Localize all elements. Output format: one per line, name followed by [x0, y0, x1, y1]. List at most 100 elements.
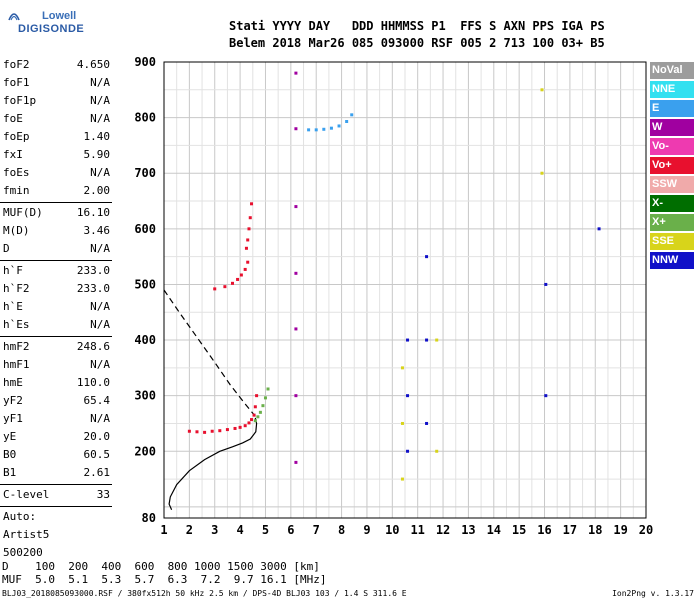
param-value: 233.0 [76, 282, 110, 295]
param-value: 248.6 [76, 340, 110, 353]
muf-distance-table: D 100 200 400 600 800 1000 1500 3000 [km… [2, 560, 327, 586]
station-header: Stati YYYY DAY DDD HHMMSS P1 FFS S AXN P… [229, 18, 605, 52]
param-row: foEp 1.40 [0, 128, 112, 146]
param-value: N/A [90, 94, 110, 107]
trace-point [294, 205, 298, 209]
trace-point [218, 429, 222, 433]
trace-point [263, 396, 267, 400]
param-name: foEp [3, 130, 30, 143]
trace-point [435, 449, 439, 453]
trace-point [345, 120, 349, 124]
legend-item: X+ [650, 214, 694, 231]
param-value: 5.90 [83, 148, 111, 161]
x-tick-label: 18 [588, 523, 602, 537]
trace-point [247, 227, 251, 231]
trace-point [294, 271, 298, 275]
x-tick-label: 12 [436, 523, 450, 537]
parameters-panel: foF2 4.650 foF1 N/A foF1p N/A foE N/A foEp 1.40 fx… [0, 56, 112, 562]
param-name: h`Es [3, 318, 30, 331]
y-tick-label: 700 [134, 166, 156, 180]
trace-point [294, 460, 298, 464]
y-tick-label: 600 [134, 222, 156, 236]
trace-point [540, 88, 544, 92]
trace-point [350, 113, 354, 117]
param-name: fmin [3, 184, 30, 197]
trace-point [230, 281, 234, 285]
trace-point [406, 449, 410, 453]
trace-point [246, 260, 250, 264]
trace-point [248, 216, 252, 220]
footer-version: Ion2Png v. 1.3.17 [612, 589, 694, 598]
x-tick-label: 11 [410, 523, 424, 537]
trace-point [255, 394, 259, 398]
param-row: B1 2.61 [0, 464, 112, 482]
footer-file-info: BLJ03_2018085093000.RSF / 380fx512h 50 k… [2, 589, 407, 598]
trace-point [225, 428, 229, 432]
param-name: hmF1 [3, 358, 30, 371]
param-separator [0, 260, 112, 261]
trace-point [210, 429, 214, 433]
param-value: 20.0 [83, 430, 111, 443]
param-separator [0, 336, 112, 337]
param-separator [0, 484, 112, 485]
param-name: C-level [3, 488, 50, 501]
legend-item: SSE [650, 233, 694, 250]
trace-point [400, 477, 404, 481]
param-row: D N/A [0, 240, 112, 258]
param-row: yF1 N/A [0, 410, 112, 428]
trace-point [244, 246, 248, 250]
y-tick-label: 300 [134, 389, 156, 403]
param-value: 233.0 [76, 264, 110, 277]
x-tick-label: 14 [487, 523, 501, 537]
param-separator [0, 202, 112, 203]
trace-point [261, 404, 265, 408]
param-name: D [3, 242, 10, 255]
trace-point [243, 424, 247, 428]
param-row: foF2 4.650 [0, 56, 112, 74]
x-tick-label: 20 [639, 523, 653, 537]
param-row: fmin 2.00 [0, 182, 112, 200]
logo-line1: Lowell [42, 10, 77, 22]
trace-point [544, 282, 548, 286]
param-name: foE [3, 112, 23, 125]
param-row: h`Es N/A [0, 316, 112, 334]
param-value: 65.4 [83, 394, 111, 407]
param-value: N/A [90, 318, 110, 331]
param-row: yE 20.0 [0, 428, 112, 446]
muf-row: MUF 5.0 5.1 5.3 5.7 6.3 7.2 9.7 16.1 [MH… [2, 573, 327, 586]
trace-point [195, 430, 199, 434]
x-tick-label: 16 [537, 523, 551, 537]
param-value: N/A [90, 358, 110, 371]
param-name: yE [3, 430, 17, 443]
header-row1: Stati YYYY DAY DDD HHMMSS P1 FFS S AXN P… [229, 19, 605, 33]
autoscaler-info: 500200 [0, 544, 112, 562]
x-tick-label: 3 [211, 523, 218, 537]
legend-item: W [650, 119, 694, 136]
param-value: 110.0 [76, 376, 110, 389]
legend-item: NoVal [650, 62, 694, 79]
logo-mark-icon [8, 13, 20, 21]
trace-point [425, 421, 429, 425]
param-value: 3.46 [83, 224, 111, 237]
trace-point [187, 429, 191, 433]
param-value: 2.00 [83, 184, 111, 197]
param-name: h`E [3, 300, 23, 313]
param-value: 16.10 [76, 206, 110, 219]
legend-item: NNW [650, 252, 694, 269]
param-name: foF1 [3, 76, 30, 89]
param-row: h`F2 233.0 [0, 280, 112, 298]
param-value: 2.61 [83, 466, 111, 479]
param-name: M(D) [3, 224, 30, 237]
y-tick-label: 80 [142, 511, 156, 525]
trace-point [597, 227, 601, 231]
trace-point [322, 127, 326, 131]
trace-point [307, 128, 311, 132]
header-row2: Belem 2018 Mar26 085 093000 RSF 005 2 71… [229, 36, 605, 50]
trace-point [253, 419, 257, 423]
param-row: foF1 N/A [0, 74, 112, 92]
param-row: fxI 5.90 [0, 146, 112, 164]
y-tick-label: 900 [134, 55, 156, 69]
legend-item: NNE [650, 81, 694, 98]
trace-point [337, 124, 341, 128]
autoscaler-text: 500200 [3, 546, 43, 559]
